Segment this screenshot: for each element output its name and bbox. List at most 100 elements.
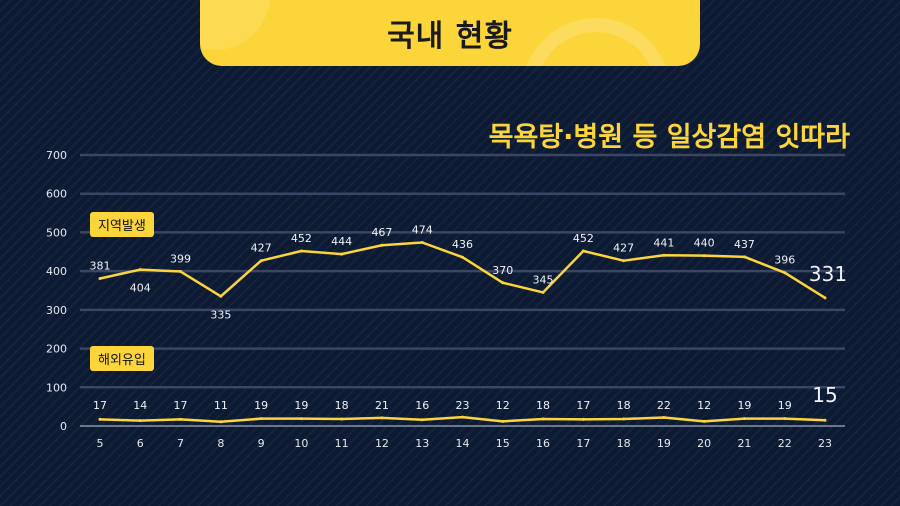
x-tick-label: 9 <box>258 437 265 450</box>
x-tick-label: 10 <box>294 437 308 450</box>
data-point <box>702 254 706 258</box>
data-point <box>702 419 706 423</box>
series-label-imported: 해외유입 <box>90 346 154 371</box>
data-label: 23 <box>456 399 470 412</box>
data-label: 11 <box>214 399 228 412</box>
data-point <box>340 252 344 256</box>
y-tick-label: 600 <box>46 188 67 201</box>
data-label: 12 <box>697 399 711 412</box>
x-tick-label: 7 <box>177 437 184 450</box>
x-tick-label: 17 <box>576 437 590 450</box>
data-label: 17 <box>93 399 107 412</box>
data-point <box>541 417 545 421</box>
data-label: 437 <box>734 238 755 251</box>
data-point <box>259 259 263 263</box>
series-label-local: 지역발생 <box>90 212 154 237</box>
data-label: 18 <box>617 399 631 412</box>
data-label: 15 <box>812 383 837 407</box>
data-point <box>662 415 666 419</box>
data-point <box>138 419 142 423</box>
data-point <box>783 271 787 275</box>
data-label: 452 <box>573 232 594 245</box>
title-banner: 국내 현황 <box>200 0 700 66</box>
chart-headline: 목욕탕·병원 등 일상감염 잇따라 <box>488 122 850 153</box>
data-label: 345 <box>533 273 554 286</box>
x-tick-label: 8 <box>217 437 224 450</box>
data-label: 427 <box>613 242 634 255</box>
data-label: 331 <box>809 262 847 286</box>
data-point <box>380 243 384 247</box>
data-point <box>823 296 827 300</box>
page-title: 국내 현황 <box>387 19 513 54</box>
data-label: 18 <box>536 399 550 412</box>
data-label: 21 <box>375 399 389 412</box>
data-label: 16 <box>415 399 429 412</box>
data-label: 22 <box>657 399 671 412</box>
data-point <box>622 259 626 263</box>
data-label: 335 <box>210 308 231 321</box>
data-label: 441 <box>653 236 674 249</box>
data-label: 19 <box>294 399 308 412</box>
y-tick-label: 400 <box>46 265 67 278</box>
data-point <box>340 417 344 421</box>
data-label: 436 <box>452 238 473 251</box>
x-tick-label: 16 <box>536 437 550 450</box>
data-label: 17 <box>174 399 188 412</box>
x-tick-label: 15 <box>496 437 510 450</box>
x-tick-label: 23 <box>818 437 832 450</box>
data-label: 19 <box>737 399 751 412</box>
data-label: 444 <box>331 235 352 248</box>
data-point <box>581 417 585 421</box>
data-point <box>420 418 424 422</box>
data-point <box>742 417 746 421</box>
data-point <box>622 417 626 421</box>
data-point <box>380 416 384 420</box>
y-tick-label: 700 <box>46 149 67 162</box>
x-tick-label: 13 <box>415 437 429 450</box>
data-point <box>98 276 102 280</box>
data-point <box>461 415 464 419</box>
y-tick-label: 500 <box>46 226 67 239</box>
data-label: 440 <box>694 237 715 250</box>
data-label: 17 <box>576 399 590 412</box>
x-tick-label: 12 <box>375 437 389 450</box>
x-tick-label: 19 <box>657 437 671 450</box>
y-tick-label: 0 <box>60 420 67 433</box>
data-label: 467 <box>371 226 392 239</box>
x-tick-label: 21 <box>737 437 751 450</box>
data-point <box>299 249 303 253</box>
data-point <box>299 417 303 421</box>
x-tick-label: 11 <box>335 437 349 450</box>
data-point <box>783 417 787 421</box>
data-point <box>501 281 505 285</box>
data-label: 396 <box>774 254 795 267</box>
data-point <box>219 420 223 424</box>
data-label: 12 <box>496 399 510 412</box>
data-point <box>461 255 464 259</box>
data-point <box>742 255 746 259</box>
data-point <box>662 253 666 257</box>
data-point <box>179 417 183 421</box>
y-tick-label: 200 <box>46 343 67 356</box>
data-point <box>420 240 424 244</box>
data-label: 19 <box>254 399 268 412</box>
data-point <box>823 418 827 422</box>
data-label: 452 <box>291 232 312 245</box>
data-label: 370 <box>492 264 513 277</box>
data-label: 404 <box>130 282 151 295</box>
y-tick-label: 300 <box>46 304 67 317</box>
data-label: 381 <box>90 259 111 272</box>
data-label: 399 <box>170 253 191 266</box>
data-point <box>259 417 263 421</box>
x-tick-label: 5 <box>97 437 104 450</box>
data-label: 427 <box>251 242 272 255</box>
data-point <box>541 290 545 294</box>
data-point <box>98 417 102 421</box>
x-tick-label: 22 <box>778 437 792 450</box>
y-tick-label: 100 <box>46 381 67 394</box>
x-tick-label: 20 <box>697 437 711 450</box>
data-label: 18 <box>335 399 349 412</box>
data-label: 474 <box>412 223 433 236</box>
data-label: 19 <box>778 399 792 412</box>
